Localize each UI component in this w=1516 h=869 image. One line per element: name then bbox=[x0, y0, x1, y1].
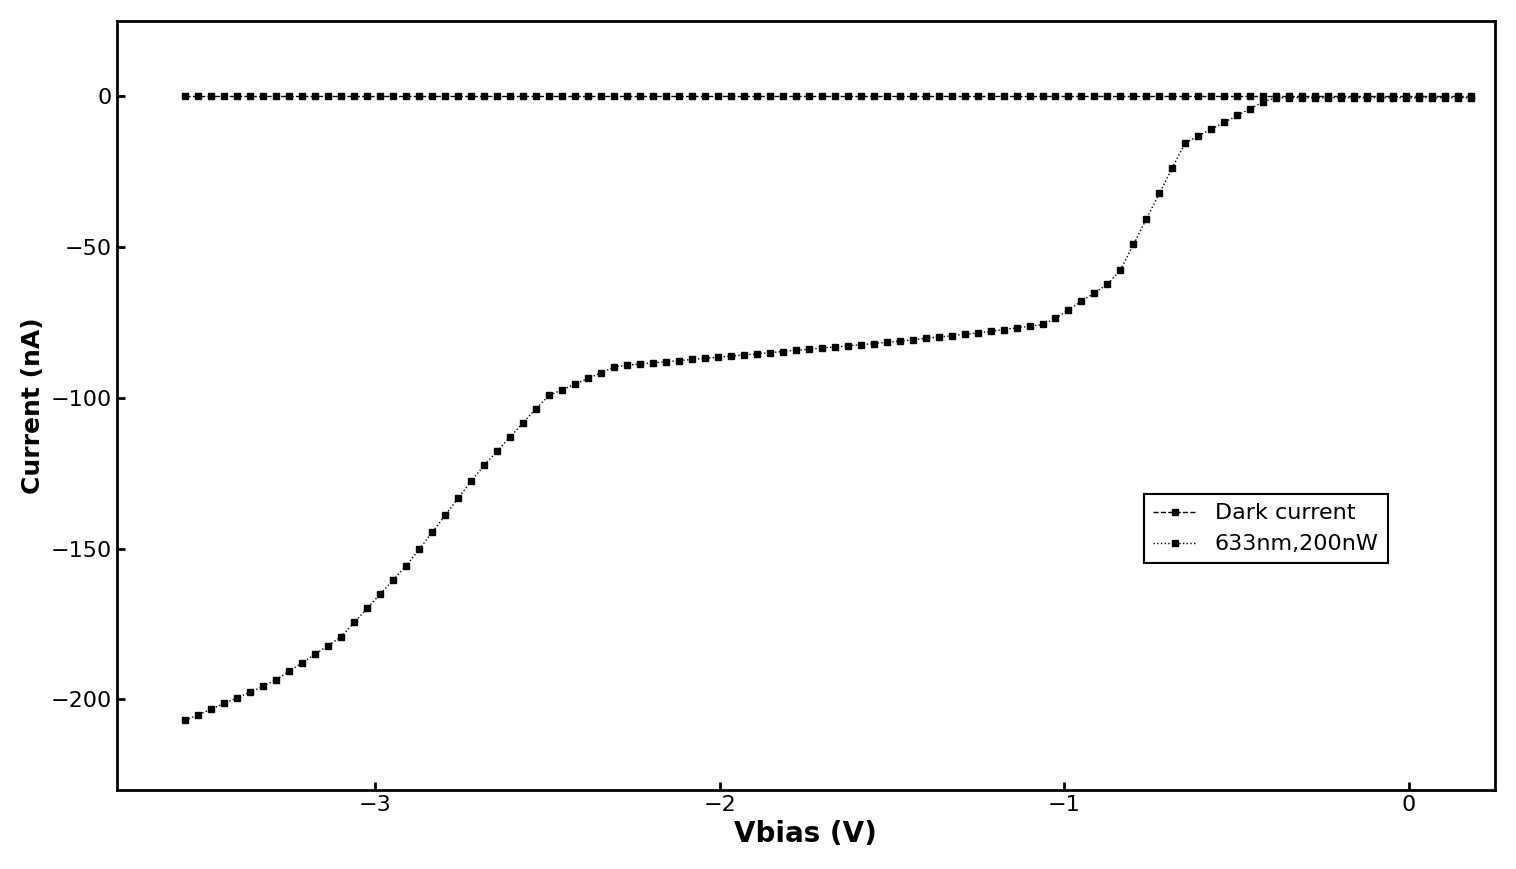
633nm,200nW bbox=[475, 461, 493, 471]
Dark current bbox=[475, 91, 493, 102]
Legend: Dark current, 633nm,200nW: Dark current, 633nm,200nW bbox=[1143, 494, 1387, 563]
633nm,200nW bbox=[1267, 92, 1286, 103]
Dark current bbox=[1398, 91, 1416, 102]
X-axis label: Vbias (V): Vbias (V) bbox=[734, 820, 878, 848]
Dark current bbox=[176, 91, 194, 102]
Dark current bbox=[1461, 91, 1480, 102]
Dark current bbox=[423, 91, 441, 102]
633nm,200nW bbox=[838, 341, 857, 351]
Dark current bbox=[838, 91, 857, 102]
633nm,200nW bbox=[176, 715, 194, 726]
Dark current bbox=[1358, 91, 1377, 102]
633nm,200nW bbox=[1461, 92, 1480, 103]
633nm,200nW bbox=[1370, 92, 1389, 103]
Line: 633nm,200nW: 633nm,200nW bbox=[182, 95, 1474, 724]
Line: Dark current: Dark current bbox=[182, 93, 1474, 99]
633nm,200nW bbox=[1410, 92, 1428, 103]
Y-axis label: Current (nA): Current (nA) bbox=[21, 317, 45, 494]
633nm,200nW bbox=[423, 527, 441, 538]
Dark current bbox=[943, 91, 961, 102]
633nm,200nW bbox=[943, 330, 961, 341]
